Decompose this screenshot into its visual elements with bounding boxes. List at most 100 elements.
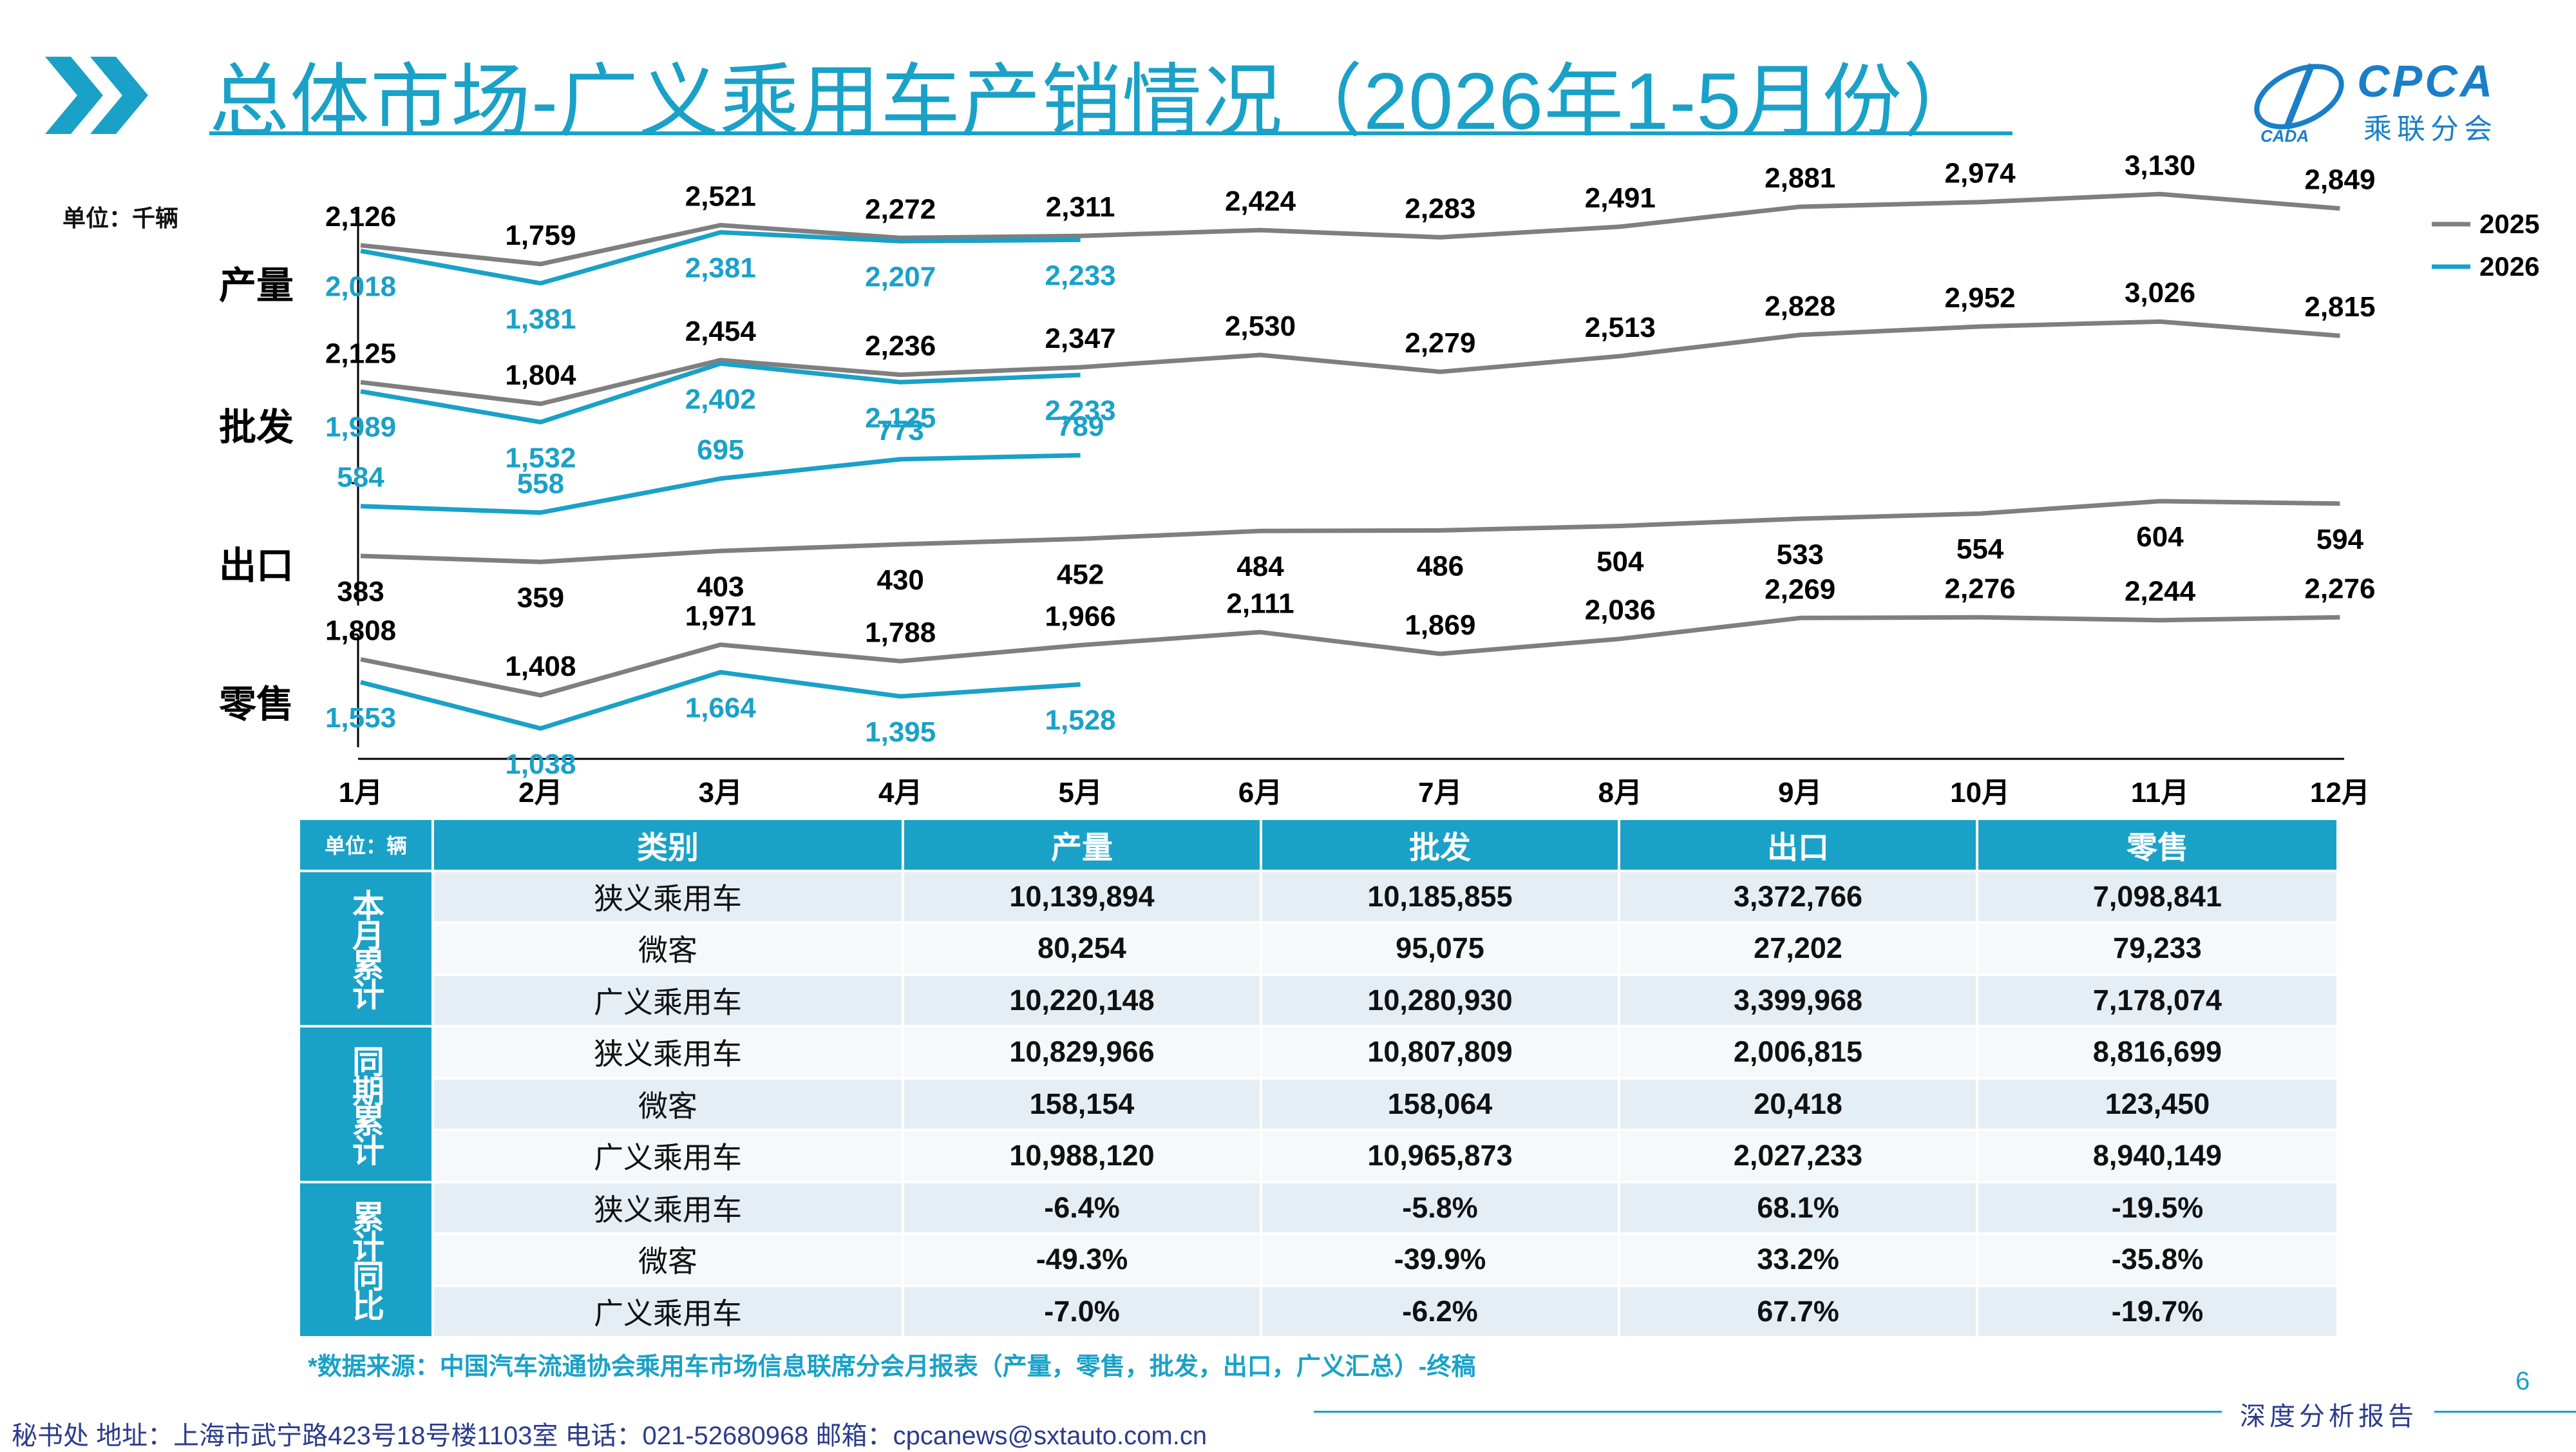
value-cell: 79,233 [1977, 922, 2339, 976]
data-label: 484 [1236, 551, 1284, 582]
value-cell: 20,418 [1619, 1078, 1978, 1131]
data-label: 2,233 [1045, 395, 1116, 426]
table-row: 广义乘用车 -7.0% -6.2% 67.7% -19.7% [300, 1285, 2339, 1339]
category-cell: 广义乘用车 [433, 1130, 904, 1183]
data-label: 2,424 [1225, 186, 1296, 217]
value-cell: 7,178,074 [1977, 974, 2339, 1027]
data-source-note: *数据来源：中国汽车流通协会乘用车市场信息联席分会月报表（产量，零售，批发，出口… [308, 1353, 1476, 1380]
data-label: 3,026 [2125, 277, 2195, 309]
value-cell: 10,185,855 [1261, 870, 1620, 924]
value-cell: 3,372,766 [1619, 870, 1978, 924]
row-group-label: 同期累计 [300, 1026, 434, 1183]
column-header: 出口 [1619, 820, 1978, 872]
data-label: 1,759 [505, 220, 576, 251]
series-line-2026 [360, 453, 1081, 515]
data-label: 2,283 [1405, 193, 1475, 224]
value-cell: 158,154 [903, 1078, 1262, 1131]
column-header: 产量 [903, 820, 1262, 872]
data-label: 2,111 [1226, 587, 1294, 619]
data-label: 2,974 [1945, 158, 2016, 189]
value-cell: -19.7% [1977, 1285, 2339, 1339]
x-tick-label: 10月 [1950, 777, 2010, 808]
data-label: 1,395 [865, 716, 936, 748]
footer-tag: 深度分析报告 [2240, 1402, 2418, 1431]
value-cell: 10,807,809 [1261, 1026, 1620, 1080]
data-label: 2,952 [1945, 282, 2016, 314]
data-label: 2,828 [1765, 291, 1835, 322]
data-label: 2,207 [865, 261, 936, 292]
column-header: 类别 [433, 820, 904, 872]
footer-divider [1314, 1411, 2222, 1413]
data-label: 1,808 [325, 615, 396, 646]
value-cell: 8,816,699 [1977, 1026, 2339, 1080]
value-cell: 7,098,841 [1977, 870, 2339, 924]
data-label: 2,125 [865, 402, 936, 434]
table-row: 累计同比 狭义乘用车 -6.4% -5.8% 68.1% -19.5% [300, 1181, 2339, 1339]
x-tick-label: 7月 [1418, 777, 1462, 808]
value-cell: -35.8% [1977, 1234, 2339, 1287]
data-label: 2,491 [1585, 182, 1656, 214]
data-label: 2,236 [865, 330, 936, 362]
table-row: 微客 158,154 158,064 20,418 123,450 [300, 1078, 2339, 1131]
data-label: 604 [2136, 521, 2184, 553]
title-underline [209, 131, 2012, 135]
table-unit-label: 单位：辆 [300, 820, 434, 872]
data-label: 695 [697, 434, 744, 466]
data-label: 554 [1956, 533, 2004, 565]
legend-label: 2025 [2479, 209, 2539, 239]
x-tick-label: 1月 [339, 777, 383, 808]
value-cell: 123,450 [1977, 1078, 2339, 1131]
data-label: 3,130 [2125, 149, 2195, 181]
data-label: 2,513 [1585, 312, 1656, 343]
chart-unit-label: 单位：千辆 [62, 205, 179, 231]
data-label: 452 [1057, 559, 1104, 590]
data-label: 2,272 [865, 193, 936, 225]
panel-label: 零售 [219, 683, 294, 725]
table-row: 微客 -49.3% -39.9% 33.2% -35.8% [300, 1234, 2339, 1287]
value-cell: -6.4% [903, 1181, 1262, 1235]
value-cell: 67.7% [1619, 1285, 1978, 1339]
data-label: 773 [876, 415, 923, 446]
data-label: 359 [517, 582, 564, 613]
table-row: 广义乘用车 10,220,148 10,280,930 3,399,968 7,178,… [300, 974, 2339, 1027]
column-header: 批发 [1261, 820, 1620, 872]
chevron-double-icon [45, 57, 148, 134]
data-label: 2,036 [1585, 595, 1656, 626]
series-line-2025 [360, 319, 2340, 406]
data-label: 2,849 [2304, 164, 2375, 196]
value-cell: 2,027,233 [1619, 1130, 1978, 1183]
data-label: 2,402 [685, 383, 756, 415]
data-label: 486 [1417, 550, 1464, 582]
table-row: 本月累计 狭义乘用车 10,139,894 10,185,855 3,372,766 7,… [300, 870, 2339, 1027]
data-label: 1,971 [685, 600, 756, 632]
data-label: 1,788 [865, 616, 936, 648]
data-label: 2,125 [325, 338, 396, 369]
data-label: 533 [1776, 539, 1823, 570]
value-cell: 3,399,968 [1619, 974, 1978, 1027]
panel-label: 出口 [219, 545, 294, 587]
data-label: 1,532 [505, 442, 576, 473]
footer-contact: 秘书处 地址：上海市武宁路423号18号楼1103室 电话：021-526809… [12, 1422, 1208, 1450]
data-label: 2,521 [685, 181, 756, 213]
value-cell: 158,064 [1261, 1078, 1620, 1131]
data-label: 2,381 [685, 253, 756, 284]
data-label: 2,311 [1046, 191, 1115, 223]
x-tick-label: 5月 [1058, 777, 1102, 808]
category-cell: 微客 [433, 922, 904, 976]
data-label: 2,126 [325, 201, 396, 233]
data-label: 403 [697, 571, 744, 602]
row-group-label: 本月累计 [300, 870, 434, 1027]
series-line-2026 [360, 230, 1081, 286]
category-cell: 微客 [433, 1078, 904, 1131]
cpca-logo-icon: CADA [2254, 63, 2344, 146]
svg-text:CADA: CADA [2260, 126, 2309, 146]
data-label: 504 [1596, 546, 1644, 577]
data-label: 2,244 [2125, 576, 2196, 607]
data-label: 430 [876, 564, 923, 596]
table-row: 广义乘用车 10,988,120 10,965,873 2,027,233 8,940,… [300, 1130, 2339, 1183]
data-label: 594 [2316, 524, 2364, 555]
data-label: 2,815 [2304, 291, 2375, 323]
value-cell: 33.2% [1619, 1234, 1978, 1287]
table-row: 同期累计 狭义乘用车 10,829,966 10,807,809 2,006,815 8,… [300, 1026, 2339, 1183]
